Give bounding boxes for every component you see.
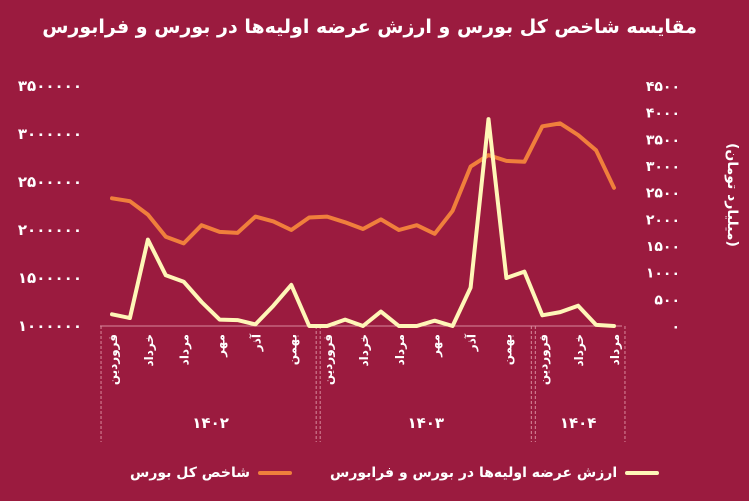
x-tick-label: فروردین <box>106 334 121 385</box>
legend-item-index: شاخص کل بورس <box>130 458 293 488</box>
x-tick-label: بهمن <box>285 334 299 365</box>
right-tick-label: ۴۰۰۰ <box>646 106 680 122</box>
x-tick-label: بهمن <box>500 334 514 365</box>
right-tick-label: ۰ <box>671 319 680 335</box>
right-tick-label: ۲۰۰۰ <box>646 212 680 228</box>
right-tick-label: ۳۵۰۰ <box>646 132 680 148</box>
right-tick-label: ۱۰۰۰ <box>646 266 680 282</box>
left-tick-label: ۲۵۰۰۰۰۰ <box>18 173 82 191</box>
x-tick-label: آذر <box>464 333 479 352</box>
series-line-index <box>110 121 616 246</box>
left-tick-label: ۱۵۰۰۰۰۰ <box>18 269 82 287</box>
x-tick-label: مرداد <box>393 334 407 365</box>
x-tick-label: مهر <box>429 334 443 358</box>
series-line-ipo <box>110 117 616 328</box>
right-axis-label: (میلیارد تومان) <box>724 142 740 247</box>
legend-swatch-index <box>258 471 293 475</box>
x-axis: فروردین خرداد مرداد مهر آذر بهمن فروردین خرداد م… <box>100 326 626 442</box>
x-tick-label: فروردین <box>536 334 551 385</box>
year-label: ۱۴۰۳ <box>407 414 444 432</box>
year-label: ۱۴۰۲ <box>192 414 229 432</box>
left-tick-label: ۱۰۰۰۰۰۰ <box>18 317 82 335</box>
chart-title: مقایسه شاخص کل بورس و ارزش عرضه اولیه‌ها… <box>42 16 697 38</box>
right-tick-label: ۵۰۰ <box>654 292 680 308</box>
x-tick-label: مهر <box>214 334 228 358</box>
x-tick-label: فروردین <box>321 334 336 385</box>
x-tick-label: مرداد <box>608 334 622 365</box>
left-tick-label: ۲۰۰۰۰۰۰ <box>18 221 82 239</box>
x-tick-label: مرداد <box>178 334 192 365</box>
right-tick-label: ۱۵۰۰ <box>646 239 680 255</box>
series-lines <box>110 117 616 328</box>
right-axis: ۰ ۵۰۰ ۱۰۰۰ ۱۵۰۰ ۲۰۰۰ ۲۵۰۰ ۳۰۰۰ ۳۵۰۰ ۴۰۰۰ ۴۵۰۰ <box>646 79 680 335</box>
x-tick-label: خرداد <box>357 334 371 367</box>
left-tick-label: ۳۵۰۰۰۰۰ <box>18 77 82 95</box>
legend-swatch-ipo <box>625 471 660 475</box>
legend-label-ipo: ارزش عرضه اولیه‌ها در بورس و فرابورس <box>330 465 618 481</box>
right-tick-label: ۳۰۰۰ <box>646 159 680 175</box>
left-axis: ۱۰۰۰۰۰۰ ۱۵۰۰۰۰۰ ۲۰۰۰۰۰۰ ۲۵۰۰۰۰۰ ۳۰۰۰۰۰۰ ۳۵۰۰۰… <box>18 77 82 335</box>
x-tick-label: خرداد <box>142 334 156 367</box>
year-label: ۱۴۰۴ <box>560 414 597 432</box>
left-tick-label: ۳۰۰۰۰۰۰ <box>18 125 82 143</box>
x-tick-label: آذر <box>248 333 263 352</box>
right-tick-label: ۲۵۰۰ <box>646 186 680 202</box>
right-tick-label: ۴۵۰۰ <box>646 79 680 95</box>
legend-item-ipo: ارزش عرضه اولیه‌ها در بورس و فرابورس <box>330 458 660 488</box>
legend-label-index: شاخص کل بورس <box>130 465 251 481</box>
x-tick-label: خرداد <box>572 334 586 367</box>
